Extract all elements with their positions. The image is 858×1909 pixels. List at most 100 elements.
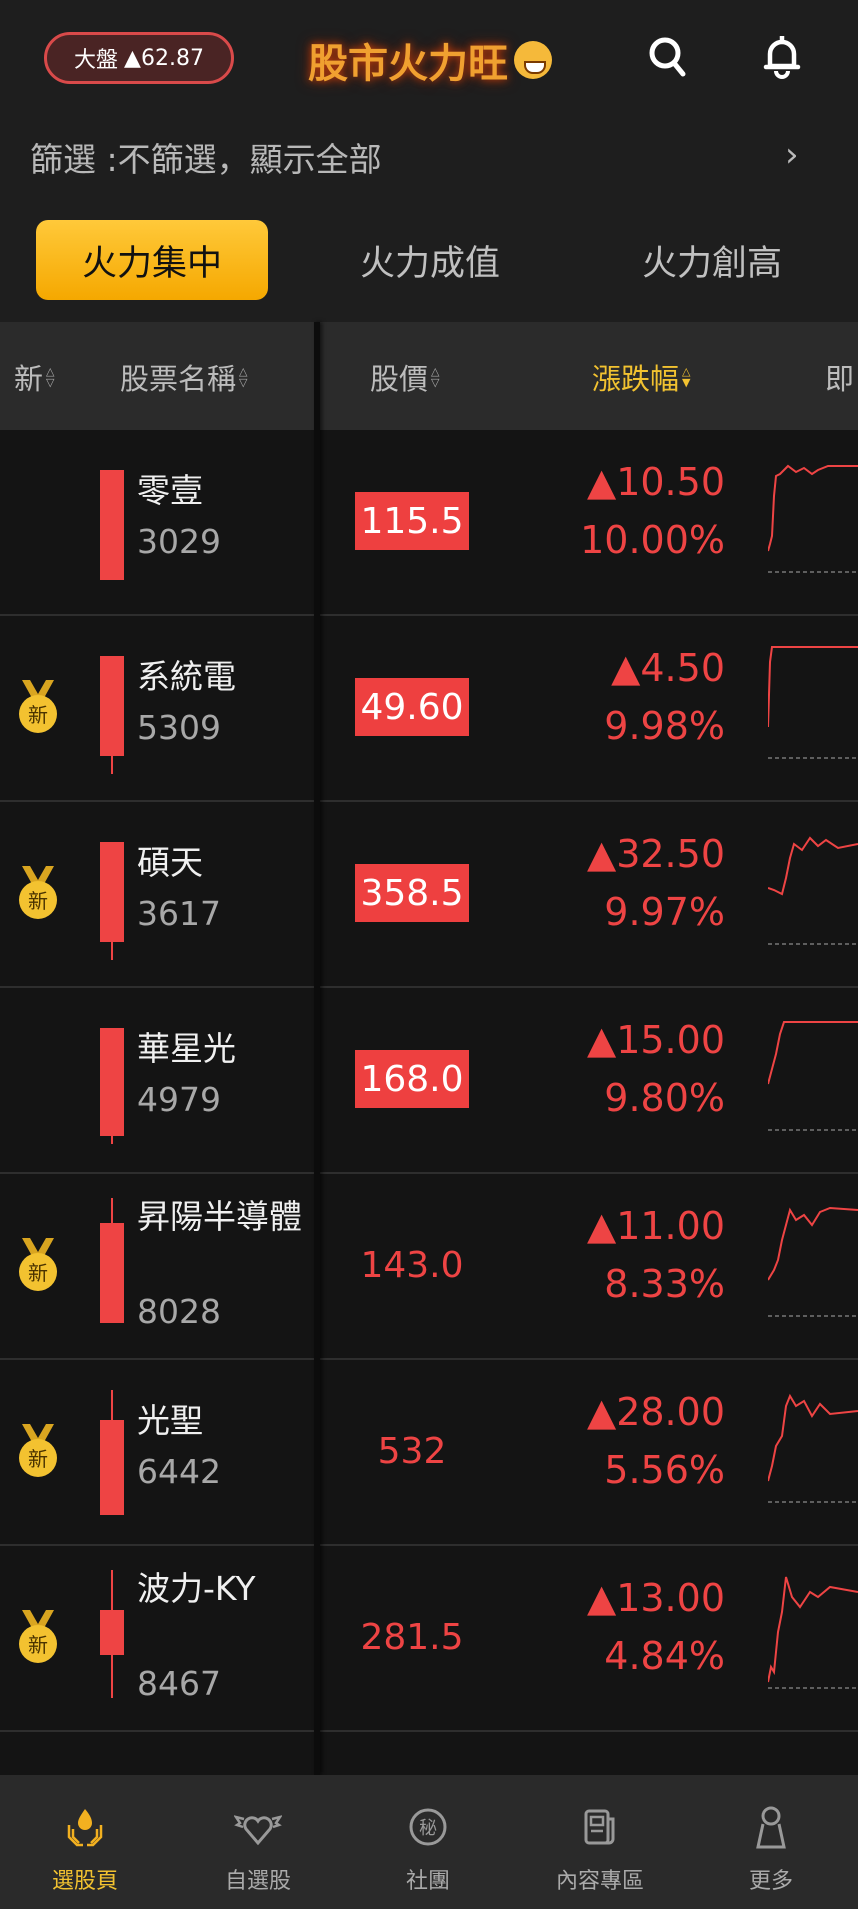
sort-desc-icon: △ ▼	[682, 365, 691, 389]
new-medal-icon: 新	[19, 866, 57, 919]
price-change: ▲32.50	[586, 832, 725, 876]
intraday-sparkline	[768, 646, 858, 759]
stock-name: 華星光	[137, 1029, 236, 1068]
stock-row[interactable]: 新 昇陽半導體 8028 143.0 ▲11.00 8.33%	[0, 1174, 858, 1360]
col-change[interactable]: 漲跌幅 △ ▼	[592, 356, 690, 398]
nav-label: 社團	[405, 1869, 450, 1894]
bottom-nav	[0, 1775, 858, 1909]
intraday-sparkline	[768, 1576, 858, 1689]
col-change-label: 漲跌幅	[592, 362, 680, 396]
percent-change: 9.98%	[604, 704, 725, 748]
intraday-sparkline	[768, 1393, 858, 1503]
new-medal-icon: 新	[19, 680, 57, 733]
price-change: ▲4.50	[611, 646, 725, 690]
candlestick-icon	[100, 842, 124, 960]
new-medal-icon: 新	[19, 1238, 57, 1291]
intraday-sparkline	[768, 1021, 858, 1131]
index-change: ▲62.87	[124, 45, 204, 71]
sort-icon: △ ▽	[431, 365, 440, 389]
price-change: ▲11.00	[586, 1204, 725, 1248]
tab-fire-high[interactable]: 火力創高	[641, 243, 782, 284]
price-change: ▲13.00	[586, 1576, 725, 1620]
stock-name: 昇陽半導體	[137, 1197, 302, 1236]
stock-name: 系統電	[137, 657, 236, 696]
candlestick-icon	[100, 656, 124, 774]
stock-price: 532	[377, 1430, 447, 1472]
stock-price: 49.60	[355, 678, 469, 736]
svg-text:新: 新	[28, 703, 48, 727]
nav-item[interactable]: 內容專區	[515, 1775, 685, 1909]
percent-change: 9.97%	[604, 890, 725, 934]
tab-fire-concentrate[interactable]: 火力集中	[36, 220, 268, 300]
percent-change: 4.84%	[604, 1634, 725, 1678]
stock-row[interactable]: 零壹 3029 115.5 ▲10.50 10.00%	[0, 430, 858, 616]
stock-list: 零壹 3029 115.5 ▲10.50 10.00% 新 系統電 5309 4…	[0, 430, 858, 1775]
stock-row[interactable]: 新 系統電 5309 49.60 ▲4.50 9.98%	[0, 616, 858, 802]
stock-price: 358.5	[355, 864, 469, 922]
nav-label: 內容專區	[555, 1869, 644, 1894]
svg-text:新: 新	[28, 1447, 48, 1471]
sort-icon: △ ▽	[239, 365, 248, 389]
intraday-sparkline	[768, 1206, 858, 1317]
stock-code: 5309	[137, 708, 221, 747]
stock-code: 8028	[137, 1292, 221, 1331]
person-icon	[756, 1806, 786, 1849]
col-realtime[interactable]: 即	[825, 356, 854, 398]
nav-label: 更多	[748, 1869, 793, 1894]
candlestick-icon	[100, 1198, 124, 1323]
sort-icon: △ ▽	[46, 365, 55, 389]
stock-code: 3617	[137, 894, 221, 933]
stock-name: 光聖	[137, 1401, 203, 1440]
tab-fire-volume[interactable]: 火力成值	[359, 243, 500, 284]
candlestick-icon	[100, 470, 124, 580]
column-header	[0, 322, 858, 430]
percent-change: 9.80%	[604, 1076, 725, 1120]
stock-price: 143.0	[360, 1244, 464, 1286]
nav-label: 自選股	[224, 1869, 291, 1894]
secret-circle-icon: 秘	[409, 1808, 447, 1846]
filter-text: 篩選 :不篩選，顯示全部	[30, 140, 382, 179]
stock-price: 168.0	[355, 1050, 469, 1108]
stock-code: 8467	[137, 1664, 221, 1703]
stock-code: 4979	[137, 1080, 221, 1119]
intraday-sparkline	[768, 464, 858, 573]
logo-text: 股市火力旺	[308, 40, 508, 87]
candlestick-icon	[100, 1390, 124, 1515]
smile-emoji-icon	[514, 41, 552, 79]
winged-heart-icon	[234, 1815, 282, 1846]
stock-row[interactable]: 新 光聖 6442 532 ▲28.00 5.56%	[0, 1360, 858, 1546]
new-medal-icon: 新	[19, 1610, 57, 1663]
intraday-sparkline	[768, 836, 858, 945]
svg-text:新: 新	[28, 1261, 48, 1285]
col-realtime-label: 即	[825, 362, 855, 396]
candlestick-icon	[100, 1028, 124, 1144]
col-name[interactable]: 股票名稱 △ ▽	[120, 356, 247, 398]
chevron-right-icon[interactable]: ›	[785, 135, 799, 175]
price-change: ▲15.00	[586, 1018, 725, 1062]
nav-item[interactable]: 選股頁	[0, 1775, 170, 1909]
stock-row[interactable]: 新 波力-KY 8467 281.5 ▲13.00 4.84%	[0, 1546, 858, 1732]
svg-text:新: 新	[28, 889, 48, 913]
nav-item[interactable]: 自選股	[173, 1775, 343, 1909]
col-price-label: 股價	[370, 362, 429, 396]
stock-row[interactable]: 新 碩天 3617 358.5 ▲32.50 9.97%	[0, 802, 858, 988]
col-new-label: 新	[14, 362, 44, 396]
nav-item[interactable]: 更多	[686, 1775, 856, 1909]
bell-icon[interactable]	[757, 30, 807, 80]
search-icon[interactable]	[643, 32, 693, 82]
stock-name: 波力-KY	[137, 1569, 256, 1608]
stock-name: 碩天	[137, 843, 203, 882]
stock-price: 281.5	[360, 1616, 464, 1658]
percent-change: 10.00%	[580, 518, 725, 562]
col-new[interactable]: 新 △ ▽	[14, 356, 54, 398]
nav-item[interactable]: 秘社團	[343, 1775, 513, 1909]
new-medal-icon: 新	[19, 1424, 57, 1477]
svg-text:新: 新	[28, 1633, 48, 1657]
candlestick-icon	[100, 1570, 124, 1698]
col-price[interactable]: 股價 △ ▽	[370, 356, 439, 398]
stock-row[interactable]: 華星光 4979 168.0 ▲15.00 9.80%	[0, 988, 858, 1174]
market-index-badge[interactable]: 大盤 ▲62.87	[44, 32, 234, 84]
stock-name: 零壹	[137, 471, 203, 510]
nav-label: 選股頁	[51, 1869, 118, 1894]
price-change: ▲28.00	[586, 1390, 725, 1434]
